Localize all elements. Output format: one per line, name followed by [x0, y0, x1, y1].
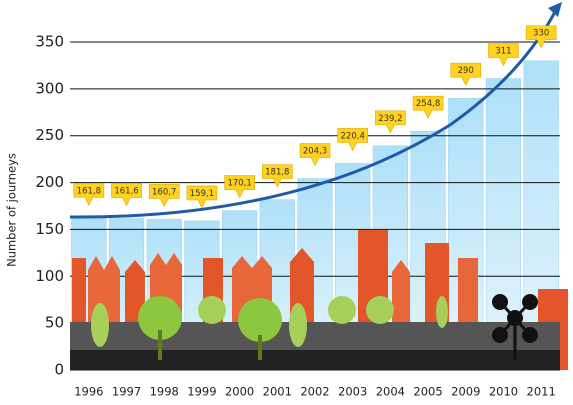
value-callout — [186, 185, 218, 209]
value-label: 161,8 — [77, 186, 101, 196]
value-callout — [224, 175, 255, 199]
y-tick-label: 200 — [35, 173, 64, 191]
value-label: 160,7 — [152, 187, 176, 197]
value-label: 330 — [533, 29, 549, 39]
value-callout — [450, 62, 482, 86]
value-callout — [111, 183, 142, 207]
value-label: 204,3 — [303, 147, 327, 157]
value-callout — [488, 43, 519, 67]
x-tick-label: 2002 — [300, 385, 329, 399]
value-callout — [299, 143, 331, 167]
value-callout — [262, 164, 293, 188]
x-tick-label: 2004 — [376, 385, 405, 399]
x-tick-label: 2003 — [338, 385, 367, 399]
x-tick-label: 1998 — [150, 385, 179, 399]
value-callout — [73, 183, 105, 207]
value-label: 181,8 — [265, 168, 289, 178]
x-tick-label: 2000 — [225, 385, 254, 399]
y-tick-label: 300 — [35, 79, 64, 97]
value-callout — [412, 95, 444, 119]
value-label: 161,6 — [114, 187, 138, 197]
value-label: 159,1 — [190, 189, 214, 199]
y-tick-label: 150 — [35, 220, 64, 238]
value-label: 311 — [495, 47, 511, 57]
value-label: 220,4 — [341, 131, 365, 141]
y-tick-label: 50 — [45, 314, 64, 332]
y-tick-label: 100 — [35, 267, 64, 285]
value-label: 254,8 — [416, 99, 440, 109]
trend-arrow — [548, 2, 562, 17]
x-tick-label: 2009 — [451, 385, 480, 399]
y-tick-label: 0 — [54, 361, 64, 379]
x-tick-label: 2011 — [527, 385, 556, 399]
skyline — [70, 230, 568, 370]
x-tick-label: 1999 — [187, 385, 216, 399]
x-tick-label: 2005 — [413, 385, 442, 399]
y-tick-label: 350 — [35, 33, 64, 51]
value-callout — [337, 128, 368, 152]
y-axis-label: Number of journeys — [5, 153, 19, 267]
y-tick-label: 250 — [35, 126, 64, 144]
value-label: 239,2 — [378, 114, 402, 124]
value-callout — [375, 110, 406, 134]
value-label: 170,1 — [227, 179, 251, 189]
trend-curve — [69, 9, 558, 219]
x-tick-label: 1996 — [74, 385, 103, 399]
labels: 161,8 161,6 160,7 159,1 170,1 181,8 204,3 220,4… — [73, 25, 557, 209]
value-callout — [148, 184, 180, 208]
value-label: 290 — [458, 66, 474, 76]
x-tick-label: 1997 — [112, 385, 141, 399]
x-tick-label: 2010 — [489, 385, 518, 399]
x-tick-label: 2001 — [263, 385, 292, 399]
value-callout — [525, 25, 557, 49]
